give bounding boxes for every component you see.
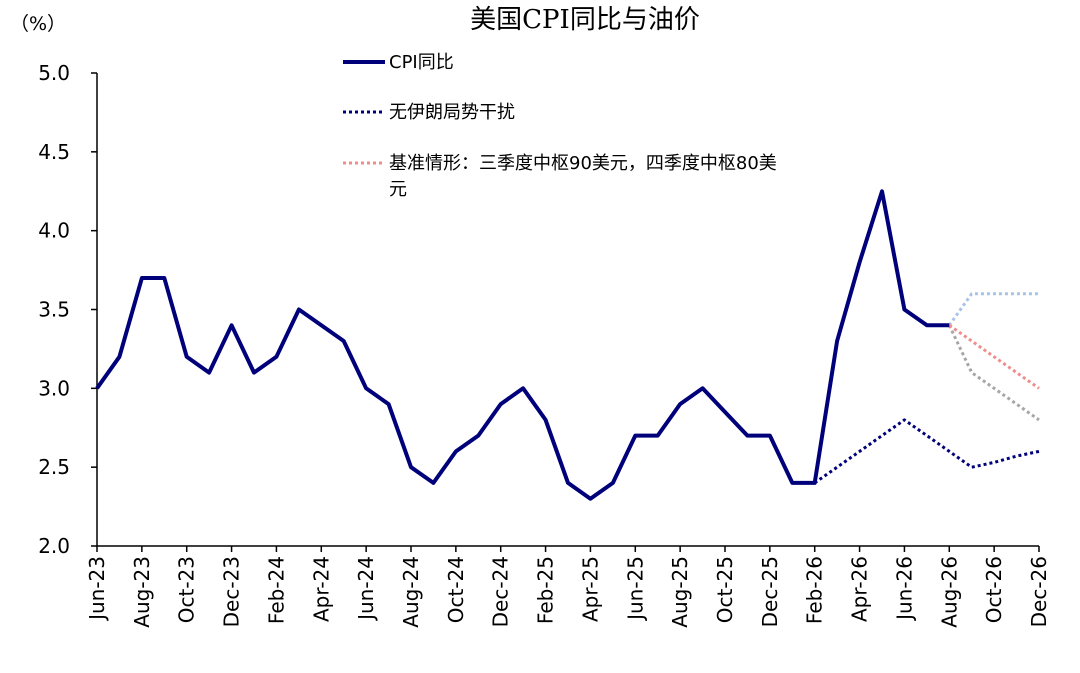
x-tick-label: Jun-26 <box>892 556 916 622</box>
x-tick-label: Feb-24 <box>264 556 288 624</box>
x-tick-label: Oct-26 <box>982 556 1006 623</box>
x-tick-label: Dec-23 <box>220 556 244 627</box>
x-tick-label: Oct-25 <box>713 556 737 623</box>
legend-label-2-line-1: 元 <box>389 179 407 200</box>
legend-label-2-line-0: 基准情形：三季度中枢90美元，四季度中枢80美 <box>389 153 777 174</box>
x-tick-label: Dec-26 <box>1027 556 1051 627</box>
y-axis-unit-label: （%） <box>10 13 66 35</box>
series-line-1 <box>813 418 1040 485</box>
y-tick-label: 4.5 <box>38 140 70 164</box>
x-tick-label: Apr-26 <box>848 556 872 622</box>
x-tick-label: Aug-25 <box>668 556 692 628</box>
axes: 2.0 2.5 3.0 3.5 4.0 4.5 5.0 Jun-23 Aug-23 Oct-23 D… <box>38 61 1051 628</box>
x-tick-label: Oct-24 <box>444 556 468 623</box>
x-tick-label: Jun-24 <box>354 556 378 622</box>
x-tick-label: Dec-25 <box>758 556 782 627</box>
series-layer <box>95 189 1040 501</box>
y-tick-label: 4.0 <box>38 219 70 243</box>
x-tick-label: Aug-26 <box>937 556 961 628</box>
y-tick-label: 2.5 <box>38 455 70 479</box>
y-tick-label: 5.0 <box>38 61 70 85</box>
x-tick-label: Apr-25 <box>578 556 602 622</box>
legend-label-0: CPI同比 <box>389 52 454 73</box>
y-tick-label: 3.5 <box>38 298 70 322</box>
x-tick-label: Apr-24 <box>309 556 333 622</box>
x-tick-label: Jun-25 <box>623 556 647 622</box>
series-line-4 <box>947 324 1040 422</box>
x-tick-label: Feb-25 <box>534 556 558 624</box>
x-tick-label: Oct-23 <box>175 556 199 623</box>
series-line-2 <box>948 324 1040 390</box>
series-line-3 <box>948 292 1039 327</box>
x-tick-label: Feb-26 <box>803 556 827 624</box>
legend-label-1: 无伊朗局势干扰 <box>389 102 515 123</box>
x-tick-label: Aug-24 <box>399 556 423 628</box>
y-tick-label: 3.0 <box>38 376 70 400</box>
series-line-0 <box>95 189 950 501</box>
x-tick-label: Aug-23 <box>130 556 154 628</box>
x-tick-label: Jun-23 <box>85 556 109 622</box>
chart-title: 美国CPI同比与油价 <box>470 5 700 35</box>
x-tick-label: Dec-24 <box>489 556 513 627</box>
y-tick-label: 2.0 <box>38 534 70 558</box>
